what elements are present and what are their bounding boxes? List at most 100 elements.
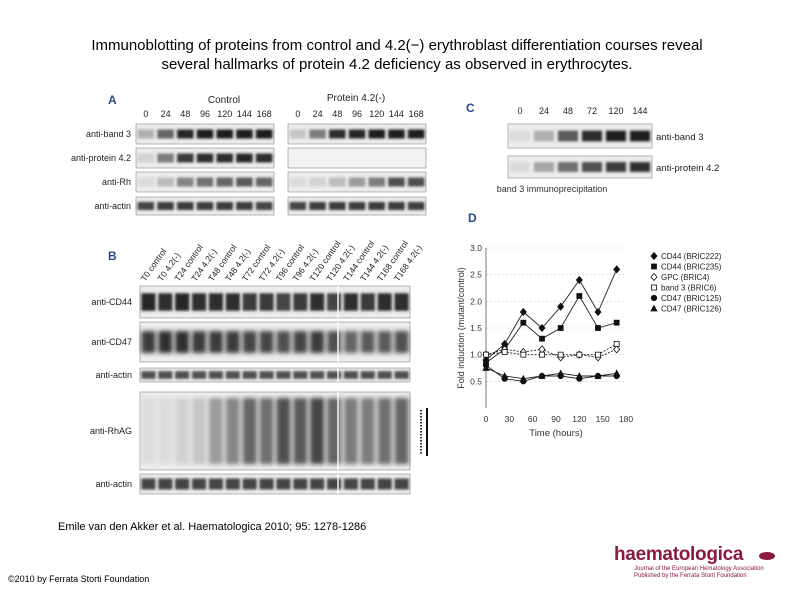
series-line	[485, 367, 617, 380]
chart-legend: CD44 (BRIC222) CD44 (BRIC235)GPC (BRIC4) b…	[650, 251, 722, 314]
panel-a-control-blot-band	[236, 153, 253, 163]
panel-c-blots: anti-band 3 anti-protein 4.2	[507, 123, 719, 179]
panel-b-blot-band	[343, 331, 359, 353]
panel-a-control-blot-band	[137, 153, 155, 163]
data-point	[501, 349, 508, 355]
panel-a-group-mutant: Protein 4.2(-)	[327, 93, 385, 104]
data-point	[613, 341, 620, 347]
panel-c-blot-band	[629, 130, 651, 142]
panel-a-mutant-blot-band	[388, 201, 405, 211]
panel-a-letter: A	[108, 93, 117, 107]
panel-b-blot-band	[310, 478, 325, 490]
panel-c-blot-band	[605, 130, 627, 142]
panel-b-blot	[139, 473, 411, 495]
panel-b-blot-band	[377, 293, 392, 311]
data-point	[576, 293, 583, 299]
x-axis-label: Time (hours)	[529, 428, 583, 439]
title-line-2: several hallmarks of protein 4.2 deficie…	[161, 56, 633, 73]
panel-a-mutant-blot-band	[329, 201, 346, 211]
panel-a-mutant-blot	[287, 171, 427, 193]
panel-b-blot-band	[293, 331, 308, 353]
legend-label: CD47 (BRIC126)	[661, 305, 722, 314]
panel-c-blot	[507, 155, 653, 179]
panel-b-blot-band	[326, 331, 342, 353]
panel-a-control-tick: 24	[161, 109, 171, 119]
panel-b-blot-band	[191, 397, 207, 465]
panel-b-blot-band	[225, 293, 240, 311]
panel-c-letter: C	[466, 101, 475, 115]
panel-a-control-blot-band	[196, 153, 214, 163]
panel-a-control-blot-band	[177, 201, 194, 211]
panel-a-mutant-tick: 24	[313, 109, 323, 119]
panel-b-blot-band	[394, 371, 409, 379]
panel-c-blot-frame	[507, 123, 653, 149]
panel-a-mutant-tick: 168	[409, 109, 424, 119]
panel-b-blot-band	[175, 371, 190, 379]
panel-a-control-tick: 0	[143, 109, 148, 119]
y-tick-label: 1.5	[470, 323, 482, 333]
panel-c-blot-band	[557, 130, 579, 142]
data-point	[539, 351, 545, 358]
panel-a-control-blot-band	[255, 153, 273, 163]
x-tick-label: 180	[619, 414, 633, 424]
panel-b-blot-band	[394, 293, 409, 311]
panel-b-blot-band	[141, 478, 156, 490]
panel-b-blot-band	[310, 293, 325, 311]
series-5	[482, 364, 621, 382]
legend-label: GPC (BRIC4)	[661, 273, 710, 282]
panel-a-control-blot-band	[137, 129, 155, 139]
fold-induction-chart: 0.5 1.0 1.5 2.0 2.5 3.0 0 30 60 90 120 150 180 Time (…	[456, 243, 722, 439]
panel-a-group-control: Control	[208, 95, 240, 106]
panel-a-control-tick: 96	[200, 109, 210, 119]
panel-c-blot-band	[605, 162, 627, 172]
panel-b-blot-band	[343, 293, 359, 311]
x-tick-label: 150	[596, 414, 610, 424]
logo-subtitle-line-2: Published by the Ferrata Storti Foundati…	[634, 573, 747, 579]
panel-a-blots: anti-band 3 anti-protein 4.2 anti-Rh anti-a…	[71, 123, 427, 216]
panel-b-blot-band	[158, 397, 173, 465]
y-tick-label: 1.0	[470, 350, 482, 360]
data-point	[557, 351, 564, 358]
y-axis-label: Fold induction (mutant/control)	[456, 267, 466, 389]
panel-a-control-blot-band	[157, 153, 174, 163]
logo-name: haematologica	[614, 544, 744, 565]
panel-b-blot-band	[326, 293, 342, 311]
panel-a-mutant-blot-band	[368, 129, 385, 139]
panel-a-control-tick: 120	[217, 109, 232, 119]
panel-a-mutant-blot	[287, 123, 427, 145]
panel-b-blot-band	[242, 293, 257, 311]
panel-b-blot-band	[208, 478, 224, 490]
panel-c-blot-band	[533, 130, 555, 142]
panel-a-control-blot-band	[236, 177, 253, 187]
logo-subtitle-line-1: Journal of the European Hematology Assoc…	[634, 566, 764, 572]
panel-b-blot-band	[141, 331, 156, 353]
y-tick-label: 2.5	[470, 270, 482, 280]
panel-a-mutant-blot-band	[388, 129, 405, 139]
panel-c: C 0 24 48 72 120 144 anti-band 3 anti-protein …	[466, 101, 719, 194]
panel-b-blot-band	[343, 478, 359, 490]
panel-b-blot-band	[360, 331, 375, 353]
panel-a-control-blot-band	[216, 201, 233, 211]
panel-a-control-tick: 144	[237, 109, 252, 119]
panel-c-blot-band	[533, 162, 555, 172]
panel-b-blot-band	[225, 331, 240, 353]
panel-a-control-blot-band	[216, 129, 233, 139]
panel-a-control-blot-band	[255, 201, 273, 211]
panel-a-mutant-blot-band	[329, 129, 346, 139]
legend-label: CD47 (BRIC125)	[661, 294, 722, 303]
panel-b-blot-band	[394, 478, 409, 490]
panel-a-mutant-blot-band	[309, 201, 326, 211]
panel-b-blot-band	[225, 478, 240, 490]
panel-b-blot-band	[175, 397, 190, 465]
panel-a-control-blot-band	[236, 129, 253, 139]
panel-b-blot-frame	[139, 473, 411, 495]
panel-c-blot-band	[509, 130, 531, 142]
data-point	[594, 372, 602, 379]
panel-b-blot-band	[225, 397, 240, 465]
panel-b-blot-band	[394, 331, 409, 353]
panel-a-control-tick: 168	[257, 109, 272, 119]
data-point	[519, 307, 527, 317]
series-line	[485, 343, 617, 356]
rhag-bracket	[420, 408, 428, 456]
panel-b-blot-band	[343, 397, 359, 465]
